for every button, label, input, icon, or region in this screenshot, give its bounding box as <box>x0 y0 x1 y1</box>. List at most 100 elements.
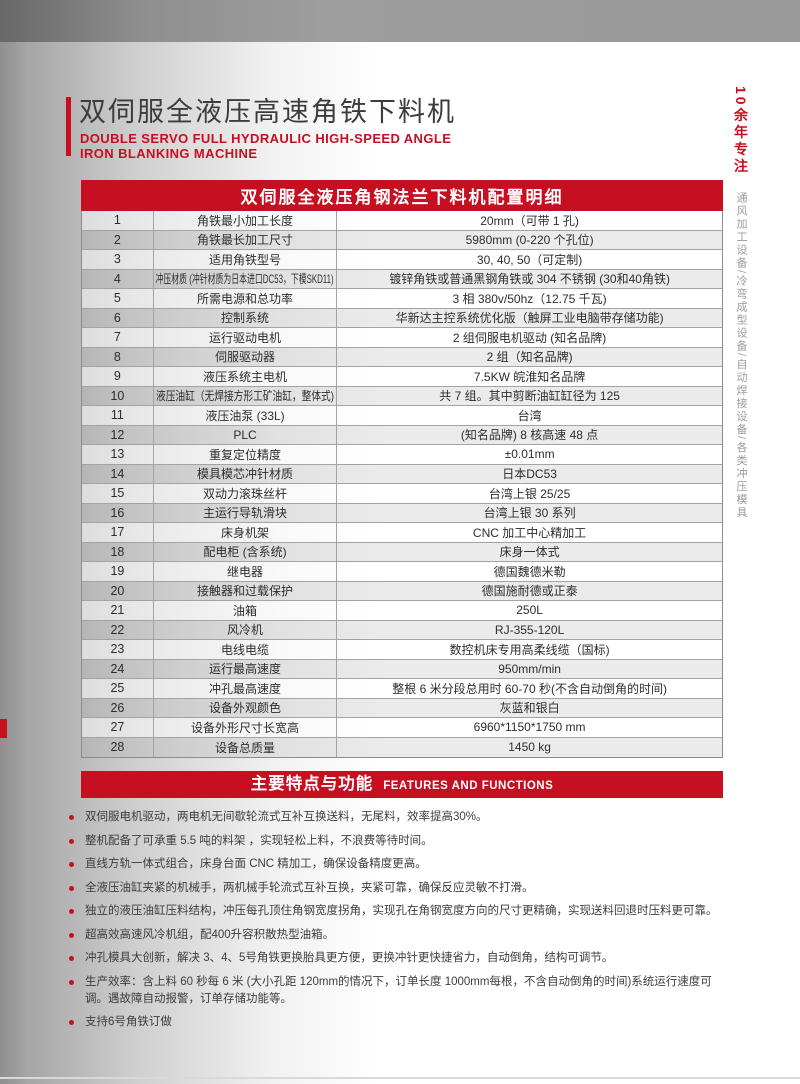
top-gray-band <box>0 0 800 44</box>
row-label: 双动力滚珠丝杆 <box>202 486 287 501</box>
table-row: 28 设备总质量 1450 kg <box>82 737 722 758</box>
row-label: 角铁最长加工尺寸 <box>196 233 293 248</box>
features-header: 主要特点与功能 FEATURES AND FUNCTIONS <box>81 771 723 798</box>
row-value: CNC 加工中心精加工 <box>472 525 587 540</box>
feature-text: 独立的液压油缸压料结构，冲压每孔顶住角钢宽度拐角，实现孔在角钢宽度方向的尺寸更精… <box>85 905 718 917</box>
row-number-cell: 15 <box>82 484 154 503</box>
features-title: 主要特点与功能 <box>250 775 374 793</box>
row-number: 19 <box>110 564 125 579</box>
bullet-dot-icon <box>69 1020 74 1025</box>
features-subtitle: FEATURES AND FUNCTIONS <box>383 780 554 792</box>
table-row: 5 所需电源和总功率 3 相 380v/50hz（12.75 千瓦) <box>82 289 722 309</box>
row-number-cell: 22 <box>82 620 154 639</box>
feature-text: 超高效高速风冷机组，配400升容积散热型油箱。 <box>85 928 335 941</box>
row-number-cell: 27 <box>82 718 154 737</box>
row-number: 25 <box>110 681 125 696</box>
row-number-cell: 5 <box>82 289 154 308</box>
row-number-cell: 9 <box>82 367 154 386</box>
row-value-cell: (知名品牌) 8 核高速 48 点 <box>337 426 722 445</box>
page-subtitle-line1: DOUBLE SERVO FULL HYDRAULIC HIGH-SPEED A… <box>80 131 452 146</box>
table-row: 14 模具模芯冲针材质 日本DC53 <box>82 464 722 484</box>
feature-text: 生产效率：含上料 60 秒每 6 米 (大小孔距 120mm的情况下，订单长度 … <box>85 975 712 1005</box>
vertical-slogan: 10余年专注 <box>733 86 749 176</box>
row-number: 8 <box>113 349 121 364</box>
row-label: 运行最高速度 <box>208 662 281 677</box>
row-label-cell: 风冷机 <box>154 620 338 639</box>
row-number-cell: 18 <box>82 542 154 561</box>
row-number: 14 <box>110 466 125 481</box>
row-label: 风冷机 <box>226 623 263 638</box>
row-value: 2 组（知名品牌) <box>486 350 573 365</box>
row-value-cell: RJ-355-120L <box>337 621 722 640</box>
row-label: 电线电缆 <box>220 642 269 657</box>
row-value: 台湾 <box>517 408 542 423</box>
row-value: 3 相 380v/50hz（12.75 千瓦) <box>452 291 607 306</box>
row-value: 6960*1150*1750 mm <box>473 720 586 735</box>
row-label: 适用角铁型号 <box>208 252 281 267</box>
row-value-cell: 3 相 380v/50hz（12.75 千瓦) <box>337 289 722 308</box>
row-value: 数控机床专用高柔线缆（国标) <box>449 642 610 657</box>
row-label: 控制系统 <box>220 311 269 326</box>
table-row: 2 角铁最长加工尺寸 5980mm (0-220 个孔位) <box>82 230 722 250</box>
row-label-cell: 伺服驱动器 <box>154 347 338 366</box>
row-label-cell: 冲压材质 (冲针材质为日本进口DC53，下模SKD11) <box>154 269 338 288</box>
row-value: 床身一体式 <box>499 545 560 560</box>
row-value: 台湾上银 25/25 <box>488 486 571 501</box>
page-subtitle-line2: IRON BLANKING MACHINE <box>80 146 258 161</box>
row-number: 12 <box>110 427 125 442</box>
row-number-cell: 16 <box>82 503 154 522</box>
table-row: 1 角铁最小加工长度 20mm（可带 1 孔) <box>82 211 722 231</box>
row-value-cell: 7.5KW 皖淮知名品牌 <box>337 367 722 386</box>
row-number-cell: 7 <box>82 328 154 347</box>
row-value: 20mm（可带 1 孔) <box>480 213 579 228</box>
row-value-cell: 950mm/min <box>337 660 722 679</box>
row-number: 10 <box>110 388 125 403</box>
row-number: 28 <box>110 740 125 755</box>
row-value-cell: 1450 kg <box>337 738 722 758</box>
row-number-cell: 6 <box>82 308 154 327</box>
row-value-cell: 灰蓝和银白 <box>337 699 722 718</box>
row-number-cell: 1 <box>82 211 154 230</box>
row-label-cell: PLC <box>154 425 338 444</box>
feature-item: 独立的液压油缸压料结构，冲压每孔顶住角钢宽度拐角，实现孔在角钢宽度方向的尺寸更精… <box>68 903 730 920</box>
row-number-cell: 8 <box>82 347 154 366</box>
row-number-cell: 21 <box>82 601 154 620</box>
row-value: 7.5KW 皖淮知名品牌 <box>473 369 586 384</box>
table-row: 23 电线电缆 数控机床专用高柔线缆（国标) <box>82 640 722 660</box>
row-label: 所需电源和总功率 <box>196 291 293 306</box>
row-value-cell: 德国魏德米勒 <box>337 562 722 581</box>
title-accent-bar <box>66 97 71 156</box>
row-label: 接触器和过载保护 <box>196 584 293 599</box>
row-value: 30, 40, 50（可定制) <box>476 252 583 267</box>
table-row: 24 运行最高速度 950mm/min <box>82 659 722 679</box>
row-value: 250L <box>516 603 543 618</box>
row-value-cell: 30, 40, 50（可定制) <box>337 250 722 269</box>
table-row: 12 PLC (知名品牌) 8 核高速 48 点 <box>82 425 722 445</box>
row-label-cell: 床身机架 <box>154 523 338 542</box>
row-label-cell: 电线电缆 <box>154 640 338 659</box>
row-label: 冲孔最高速度 <box>208 681 281 696</box>
row-value: 台湾上银 30 系列 <box>483 506 576 521</box>
row-number-cell: 12 <box>82 425 154 444</box>
row-value-cell: 台湾上银 30 系列 <box>337 504 722 523</box>
row-label: 运行驱动电机 <box>208 330 281 345</box>
row-number: 9 <box>113 369 121 384</box>
table-row: 11 液压油泵 (33L) 台湾 <box>82 406 722 426</box>
row-number-cell: 24 <box>82 659 154 678</box>
row-number-cell: 11 <box>82 406 154 425</box>
row-label-cell: 双动力滚珠丝杆 <box>154 484 338 503</box>
row-number-cell: 19 <box>82 562 154 581</box>
table-row: 17 床身机架 CNC 加工中心精加工 <box>82 523 722 543</box>
row-value: 1450 kg <box>508 740 551 755</box>
bullet-dot-icon <box>69 909 74 914</box>
row-value-cell: 20mm（可带 1 孔) <box>337 211 722 230</box>
row-value-cell: 镀锌角铁或普通黑钢角铁或 304 不锈钢 (30和40角铁) <box>337 270 722 289</box>
row-number: 16 <box>110 505 125 520</box>
row-value-cell: 2 组伺服电机驱动 (知名品牌) <box>337 328 722 347</box>
row-label: 设备总质量 <box>214 740 275 755</box>
row-value: 950mm/min <box>498 661 561 676</box>
row-number-cell: 2 <box>82 230 154 249</box>
row-value-cell: 德国施耐德或正泰 <box>337 582 722 601</box>
row-label: PLC <box>233 427 257 442</box>
row-label-cell: 接触器和过载保护 <box>154 581 338 600</box>
